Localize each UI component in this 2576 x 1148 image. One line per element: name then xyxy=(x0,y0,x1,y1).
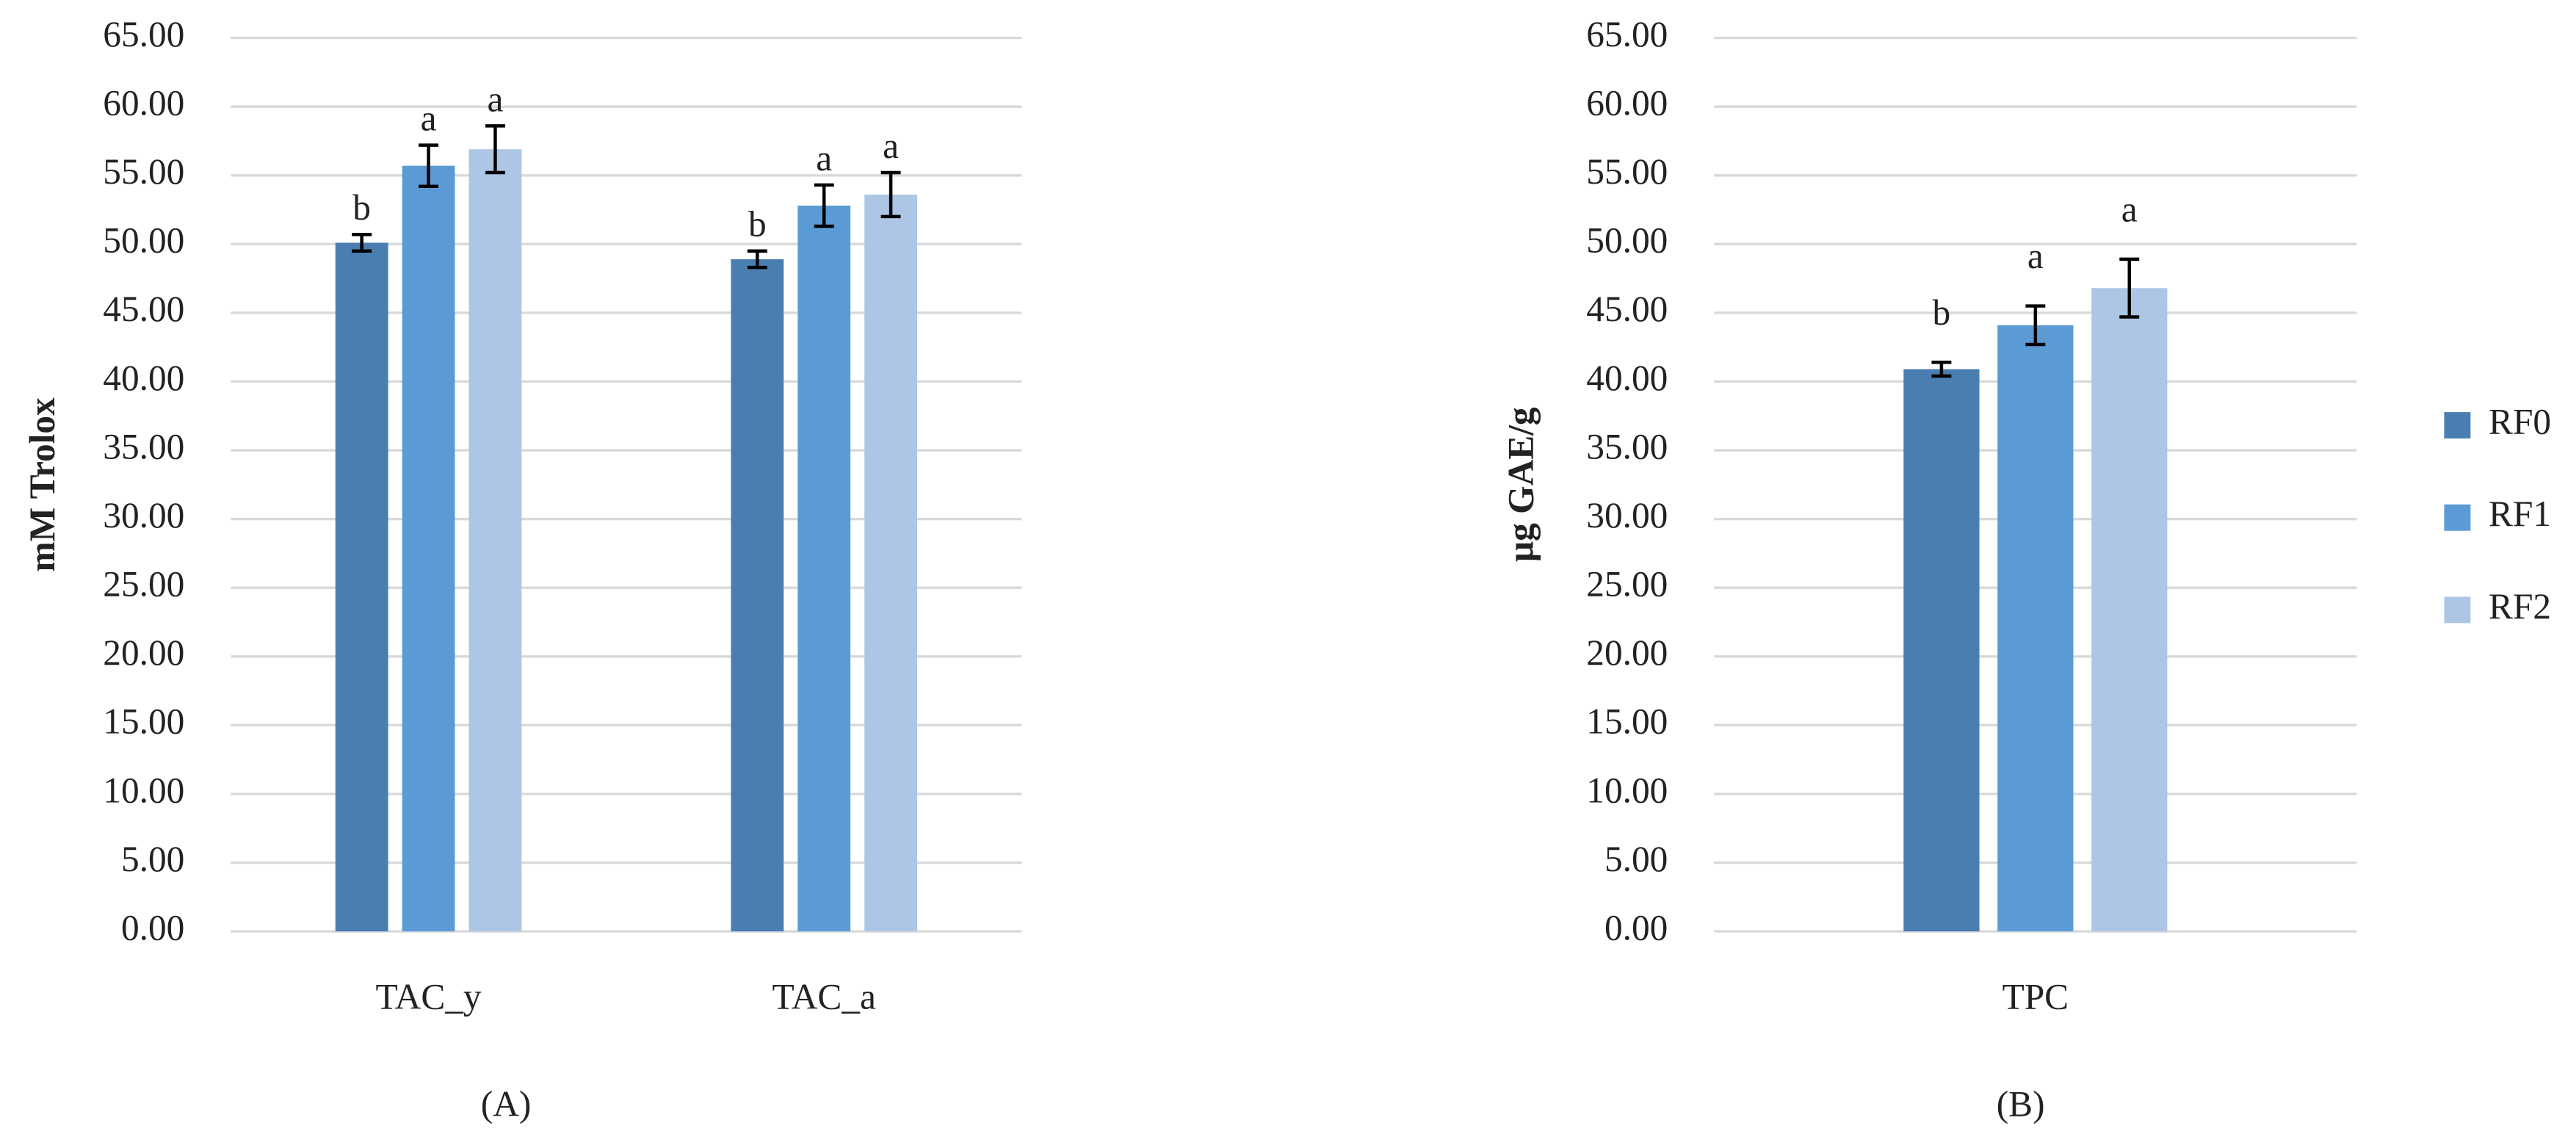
y-tick-label: 15.00 xyxy=(103,701,184,742)
y-tick-label: 45.00 xyxy=(103,289,184,329)
bar xyxy=(1997,325,2074,932)
y-tick-label: 50.00 xyxy=(103,220,184,261)
bar xyxy=(402,165,455,932)
y-tick-label: 25.00 xyxy=(1586,564,1668,604)
y-tick-label: 0.00 xyxy=(121,907,184,947)
y-tick-label: 10.00 xyxy=(1586,770,1668,810)
y-tick-label: 5.00 xyxy=(121,839,184,879)
significance-letter: a xyxy=(2027,236,2044,276)
x-tick-label: TAC_y xyxy=(375,977,481,1017)
legend-swatch xyxy=(2444,412,2471,439)
x-tick-label: TAC_a xyxy=(773,977,876,1017)
legend-label: RF1 xyxy=(2489,494,2551,534)
y-tick-label: 5.00 xyxy=(1604,839,1668,879)
y-tick-label: 60.00 xyxy=(103,83,184,123)
significance-letter: b xyxy=(1933,292,1951,333)
y-tick-label: 55.00 xyxy=(103,151,184,192)
y-tick-label: 40.00 xyxy=(103,358,184,398)
y-tick-label: 65.00 xyxy=(103,14,184,54)
significance-letter: a xyxy=(2121,189,2138,229)
bar xyxy=(468,149,522,932)
y-tick-label: 0.00 xyxy=(1604,907,1668,947)
y-axis-title: µg GAE/g xyxy=(1500,407,1541,562)
y-tick-label: 20.00 xyxy=(103,632,184,673)
y-tick-label: 50.00 xyxy=(1586,220,1668,261)
legend-swatch xyxy=(2444,596,2471,624)
y-axis-title: mM Trolox xyxy=(22,397,62,571)
bar xyxy=(731,259,784,932)
legend-swatch xyxy=(2444,504,2471,531)
panel-label: (B) xyxy=(1997,1084,2045,1124)
y-tick-label: 15.00 xyxy=(1586,701,1668,742)
bar xyxy=(864,194,918,932)
significance-letter: b xyxy=(748,204,767,245)
y-tick-label: 20.00 xyxy=(1586,632,1668,673)
bar xyxy=(1903,369,1980,932)
y-tick-label: 10.00 xyxy=(103,770,184,810)
bar xyxy=(797,205,851,932)
legend-label: RF2 xyxy=(2489,586,2551,627)
bar xyxy=(335,242,388,932)
y-tick-label: 65.00 xyxy=(1586,14,1668,54)
y-tick-label: 25.00 xyxy=(103,564,184,604)
y-tick-label: 40.00 xyxy=(1586,358,1668,398)
panel-label: (A) xyxy=(481,1084,532,1124)
y-tick-label: 30.00 xyxy=(103,495,184,535)
y-tick-label: 60.00 xyxy=(1586,83,1668,123)
significance-letter: b xyxy=(352,187,371,228)
significance-letter: a xyxy=(883,126,899,166)
legend-label: RF0 xyxy=(2489,401,2551,441)
significance-letter: a xyxy=(487,79,503,119)
significance-letter: a xyxy=(816,138,832,178)
y-tick-label: 55.00 xyxy=(1586,151,1668,192)
y-tick-label: 35.00 xyxy=(103,426,184,466)
y-tick-label: 35.00 xyxy=(1586,426,1668,466)
bar xyxy=(2091,288,2168,932)
significance-letter: a xyxy=(421,98,437,139)
y-tick-label: 30.00 xyxy=(1586,495,1668,535)
x-tick-label: TPC xyxy=(2002,977,2069,1017)
y-tick-label: 45.00 xyxy=(1586,289,1668,329)
